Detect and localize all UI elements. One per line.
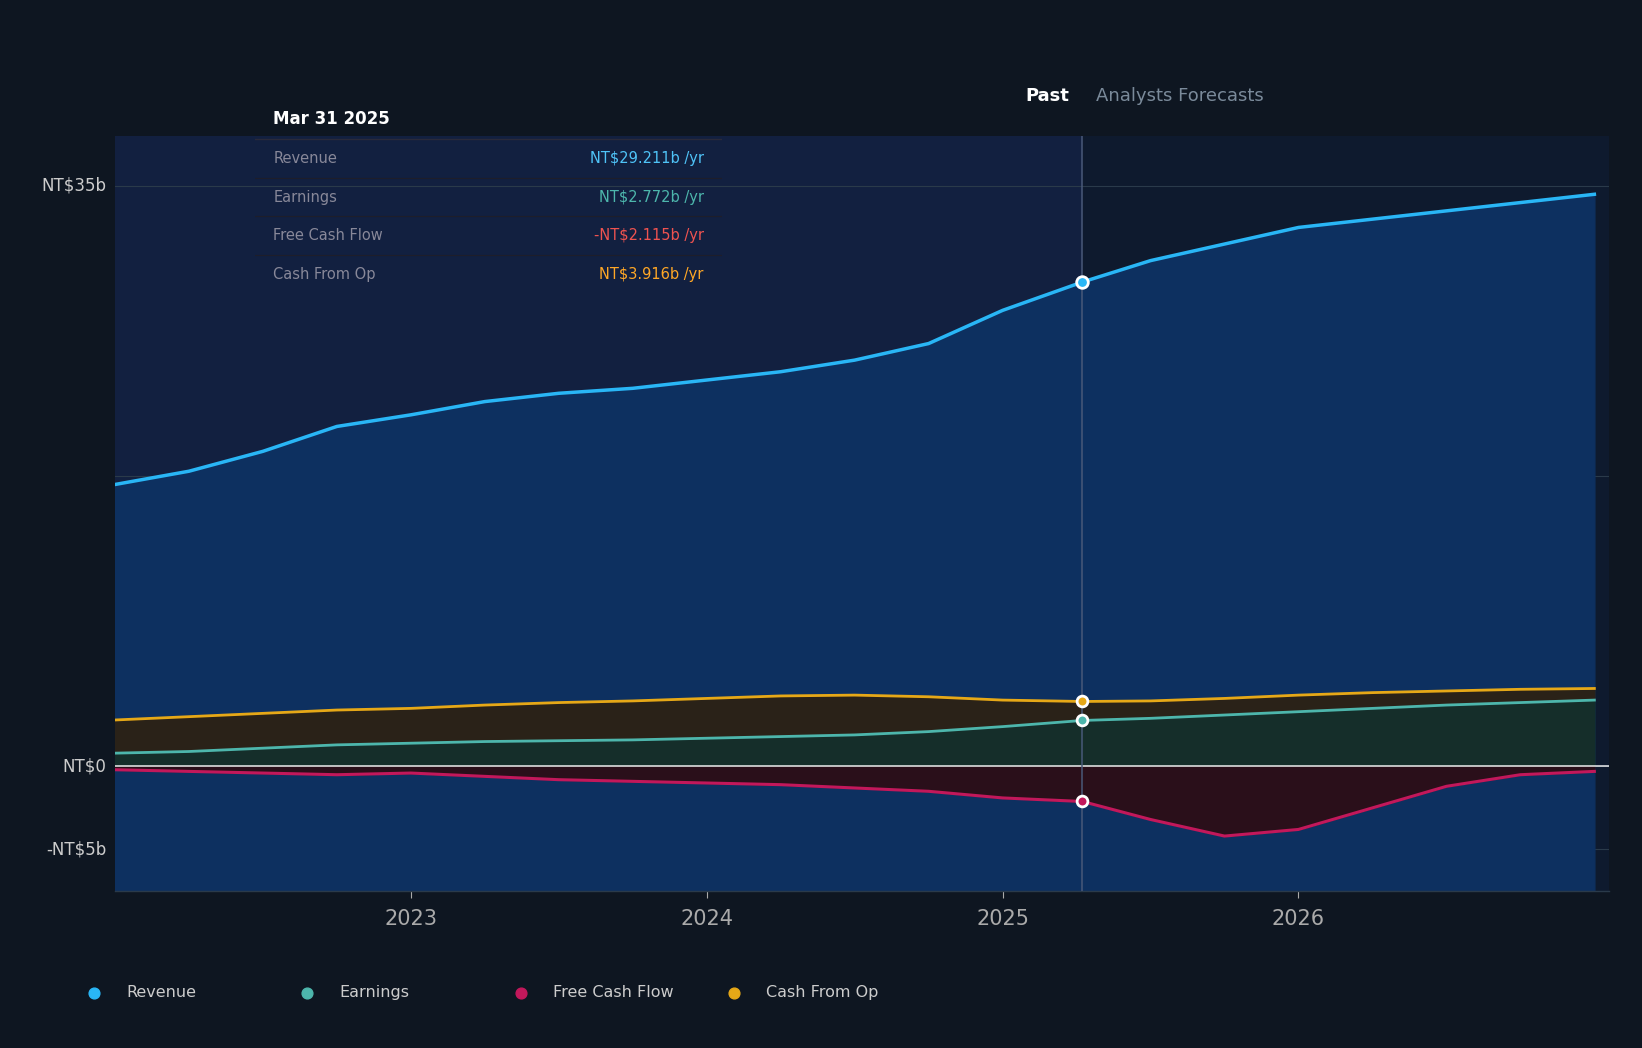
Text: -NT$5b: -NT$5b [46, 840, 107, 858]
Text: Earnings: Earnings [340, 985, 409, 1001]
Point [1069, 793, 1095, 810]
Bar [1082, 136, 1609, 891]
Text: NT$0: NT$0 [62, 758, 107, 776]
Point [294, 985, 320, 1002]
Text: Revenue: Revenue [126, 985, 195, 1001]
Text: Earnings: Earnings [273, 190, 337, 204]
Text: NT$35b: NT$35b [41, 177, 107, 195]
Bar [115, 136, 1082, 891]
Point [1069, 274, 1095, 290]
Text: Mar 31 2025: Mar 31 2025 [273, 110, 391, 128]
Text: Past: Past [1026, 87, 1069, 105]
Text: -NT$2.115b /yr: -NT$2.115b /yr [594, 228, 704, 243]
Point [721, 985, 747, 1002]
Text: Cash From Op: Cash From Op [767, 985, 878, 1001]
Text: Free Cash Flow: Free Cash Flow [273, 228, 383, 243]
Point [1069, 693, 1095, 709]
Text: NT$3.916b /yr: NT$3.916b /yr [599, 267, 704, 282]
Text: Analysts Forecasts: Analysts Forecasts [1095, 87, 1263, 105]
Point [1069, 712, 1095, 728]
Point [80, 985, 107, 1002]
Point [507, 985, 534, 1002]
Text: NT$29.211b /yr: NT$29.211b /yr [589, 151, 704, 166]
Text: NT$2.772b /yr: NT$2.772b /yr [599, 190, 704, 204]
Text: Revenue: Revenue [273, 151, 337, 166]
Text: Free Cash Flow: Free Cash Flow [553, 985, 673, 1001]
Text: Cash From Op: Cash From Op [273, 267, 376, 282]
